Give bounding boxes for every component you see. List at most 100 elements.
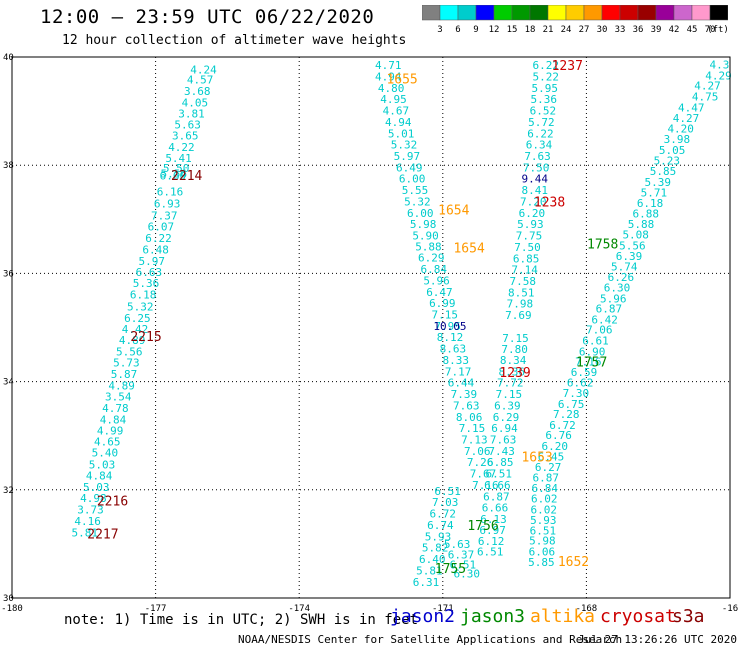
wave-height-value: 4.94 xyxy=(385,116,412,129)
scale-label: 36 xyxy=(633,25,644,35)
wave-height-value: 5.93 xyxy=(425,530,452,543)
footnote: note: 1) Time is in UTC; 2) SWH is in fe… xyxy=(64,612,419,628)
wave-height-value: 5.22 xyxy=(532,70,559,83)
wave-height-value: 6.63 xyxy=(136,266,163,279)
pass-time-label: 1652 xyxy=(558,555,589,570)
wave-height-value: 6.97 xyxy=(479,524,506,537)
pass-time-label: 2215 xyxy=(130,330,161,345)
wave-height-value: 3.81 xyxy=(178,107,205,120)
pass-time-label: 1237 xyxy=(552,59,583,74)
wave-height-value: 6.47 xyxy=(426,286,453,299)
wave-height-value: 5.41 xyxy=(165,152,192,165)
wave-height-value: 7.15 xyxy=(496,388,523,401)
wave-height-value: 5.98 xyxy=(529,535,556,548)
scale-label: 42 xyxy=(669,25,680,35)
wave-height-value: 8.33 xyxy=(442,354,469,367)
wave-height-value: 5.72 xyxy=(528,116,555,129)
wave-height-value: 5.36 xyxy=(531,93,558,106)
wave-height-value: 4.3 xyxy=(710,59,730,72)
wave-height-value: 5.87 xyxy=(111,368,138,381)
lon-tick-label: -171 xyxy=(432,604,454,614)
wave-height-value: 5.93 xyxy=(530,514,557,527)
wave-height-value: 3.68 xyxy=(184,85,211,98)
wave-height-value: 6.13 xyxy=(480,513,507,526)
wave-height-value: 6.39 xyxy=(494,399,521,412)
wave-height-value: 6.37 xyxy=(448,549,475,562)
wave-height-value: 7.06 xyxy=(464,445,491,458)
wave-height-value: 6.90 xyxy=(579,345,606,358)
wave-height-value: 6.51 xyxy=(486,468,513,481)
wave-height-value: 5.85 xyxy=(528,556,555,569)
wave-height-value: 6.87 xyxy=(483,490,510,503)
scale-label: 70 xyxy=(705,25,716,35)
wave-height-value: 6.66 xyxy=(482,502,509,515)
scale-label: 12 xyxy=(489,25,500,35)
wave-height-value: 4.65 xyxy=(94,436,121,449)
wave-height-value: 8.12 xyxy=(437,331,464,344)
wave-height-value: 3.65 xyxy=(172,129,199,142)
wave-height-value: 5.39 xyxy=(644,176,671,189)
wave-height-value: 6.18 xyxy=(637,197,664,210)
wave-height-value: 4.89 xyxy=(108,379,135,392)
pass-time-label: 1758 xyxy=(587,238,618,253)
wave-height-value: 4.94 xyxy=(375,70,402,83)
wave-height-value: 5.05 xyxy=(659,144,686,157)
pass-time-label: 2214 xyxy=(171,169,202,184)
wave-height-value: 6.30 xyxy=(604,281,631,294)
wave-height-value: 5.98 xyxy=(410,218,437,231)
wave-height-value: 6.51 xyxy=(477,545,504,558)
wave-height-value: 6.22 xyxy=(532,59,559,72)
wave-height-value: 6.94 xyxy=(491,422,518,435)
lat-tick-label: 36 xyxy=(3,269,14,279)
pass-time-label: 1756 xyxy=(467,519,498,534)
lat-tick-label: 32 xyxy=(3,486,14,496)
wave-height-value: 5.96 xyxy=(423,274,450,287)
pass-time-label: 1655 xyxy=(386,73,417,88)
pass-time-label: 1757 xyxy=(576,356,607,371)
wave-height-value: 6.30 xyxy=(453,568,480,581)
wave-height-value: 4.78 xyxy=(102,402,129,415)
wave-height-value: 5.88 xyxy=(628,218,655,231)
wave-height-value: 9.44 xyxy=(521,173,548,186)
timestamp: Jul 27 13:26:26 UTC 2020 xyxy=(578,633,737,646)
wave-height-value: 8.63 xyxy=(440,343,467,356)
wave-height-value: 6.87 xyxy=(596,303,623,316)
lat-tick-label: 38 xyxy=(3,161,14,171)
wave-height-value: 7.20 xyxy=(520,195,547,208)
legend-jason3: jason3 xyxy=(460,606,526,627)
wave-height-value: 7.26 xyxy=(467,456,494,469)
wave-height-value: 6.49 xyxy=(396,161,423,174)
wave-height-value: 5.97 xyxy=(394,150,421,163)
wave-height-value: 4.29 xyxy=(705,69,732,82)
wave-height-value: 5.08 xyxy=(622,228,649,241)
pass-time-label: 1653 xyxy=(521,450,552,465)
wave-height-value: 4.47 xyxy=(678,101,705,114)
wave-height-value: 7.58 xyxy=(509,275,536,288)
wave-height-value: 7.95 xyxy=(434,320,461,333)
wave-height-value: 5.56 xyxy=(161,167,188,180)
pass-time-label: 1654 xyxy=(438,204,469,219)
wave-height-value: 3.54 xyxy=(105,391,132,404)
scale-label: 24 xyxy=(561,25,572,35)
wave-height-value: 7.15 xyxy=(431,309,458,322)
legend-jason2: jason2 xyxy=(390,606,456,627)
pass-time-label: 1654 xyxy=(453,241,484,256)
wave-height-value: 5.71 xyxy=(641,186,668,199)
wave-height-value: 5.74 xyxy=(611,260,638,273)
wave-height-value: 7.80 xyxy=(501,343,528,356)
wave-height-value: 6.44 xyxy=(448,377,475,390)
lon-tick-label: -16 xyxy=(722,604,738,614)
wave-height-value: 5.03 xyxy=(83,481,110,494)
wave-height-value: 4.75 xyxy=(692,90,719,103)
lon-tick-label: -168 xyxy=(576,604,598,614)
lat-tick-label: 34 xyxy=(3,378,14,388)
wave-height-value: 6.51 xyxy=(450,558,477,571)
wave-height-value: 7.13 xyxy=(461,433,488,446)
wave-height-value: 3.98 xyxy=(664,133,691,146)
wave-height-value: 5.90 xyxy=(412,230,439,243)
wave-height-value: 5.63 xyxy=(444,538,471,551)
scale-label: 27 xyxy=(579,25,590,35)
wave-height-value: 6.16 xyxy=(157,186,184,199)
wave-height-value: 6.29 xyxy=(418,252,445,265)
wave-height-value: 6.42 xyxy=(591,313,618,326)
